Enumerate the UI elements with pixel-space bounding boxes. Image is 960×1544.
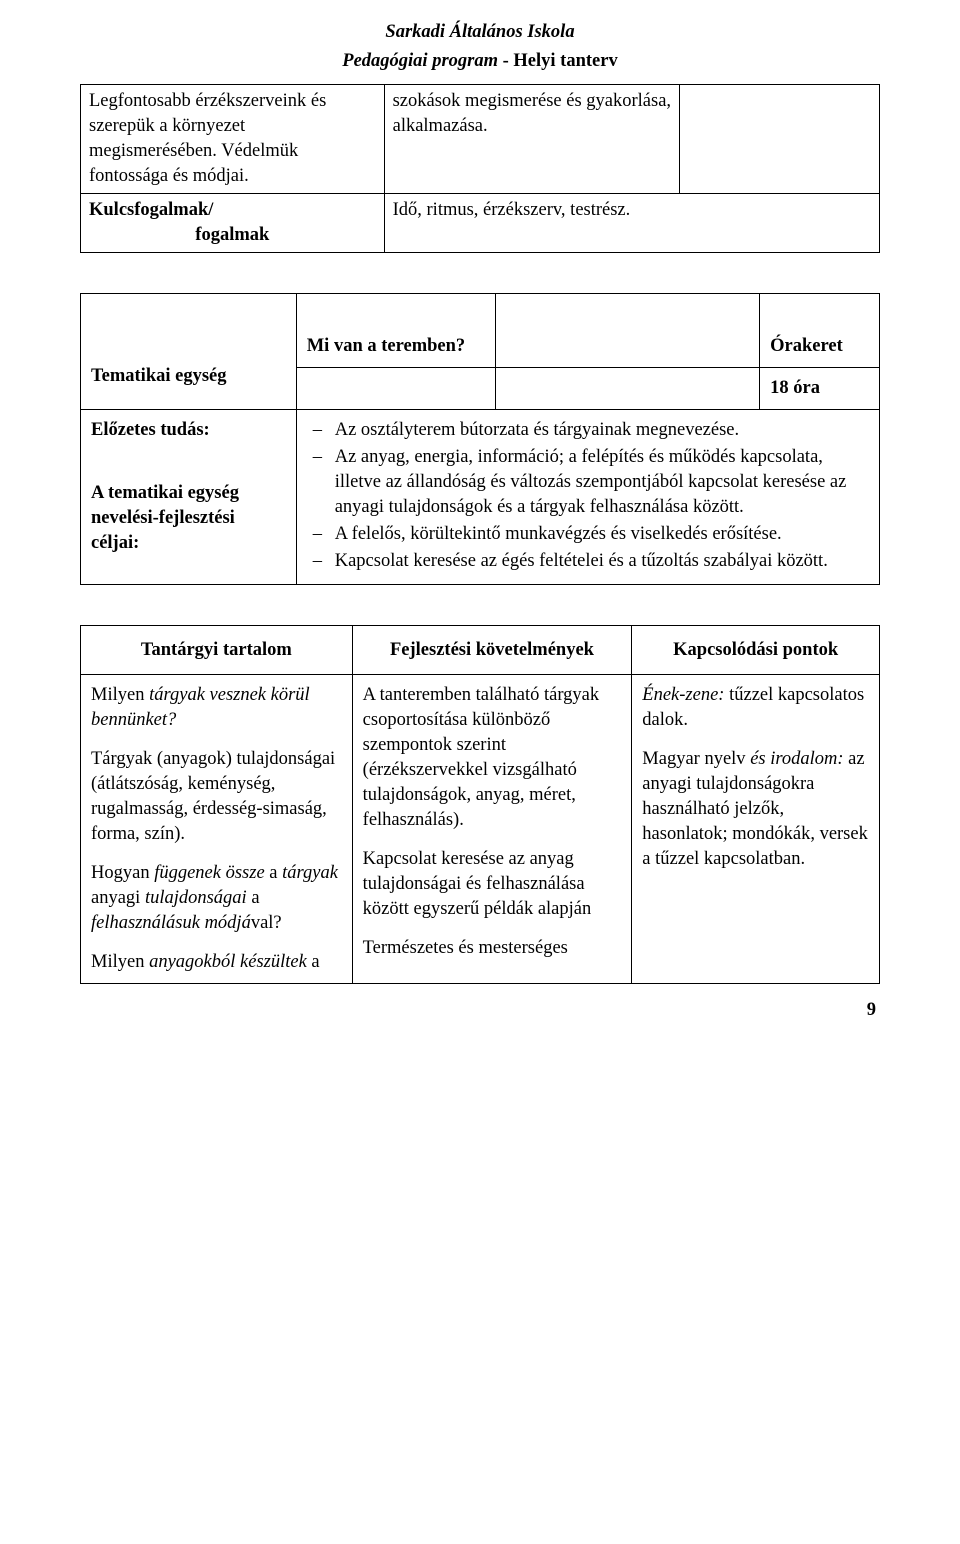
requirements-cell: A tanteremben található tárgyak csoporto… xyxy=(352,675,632,984)
page-number: 9 xyxy=(80,998,880,1023)
t: és irodalom: xyxy=(750,749,843,769)
content-p3: Hogyan függenek össze a tárgyak anyagi t… xyxy=(91,861,342,936)
req-p3: Természetes és mesterséges xyxy=(363,936,622,961)
t: Magyar nyelv xyxy=(642,749,750,769)
content-cell: Milyen tárgyak vesznek körül bennünket? … xyxy=(81,675,353,984)
table-row: Előzetes tudás: A tematikai egység nevel… xyxy=(81,409,880,584)
t: Hogyan xyxy=(91,863,154,883)
conn-p2: Magyar nyelv és irodalom: az anyagi tula… xyxy=(642,747,869,872)
t: val? xyxy=(251,913,282,933)
list-item: Az osztályterem bútorzata és tárgyainak … xyxy=(307,418,869,443)
t: felhasználásuk módjá xyxy=(91,913,251,933)
t: a xyxy=(247,888,260,908)
req-p1: A tanteremben található tárgyak csoporto… xyxy=(363,683,622,833)
goals-label-b: céljai: xyxy=(91,531,286,556)
content-p2: Tárgyak (anyagok) tulajdonságai (átlátsz… xyxy=(91,747,342,847)
cell-spacer2 xyxy=(296,367,496,409)
table-thematic-unit: Tematikai egység Mi van a teremben? Órak… xyxy=(80,293,880,585)
cell-key-concepts-value: Idő, ritmus, érzékszerv, testrész. xyxy=(384,193,879,252)
t: Ének-zene: xyxy=(642,685,724,705)
header-program-italic: Pedagógiai program xyxy=(342,51,498,71)
list-item: Kapcsolat keresése az égés feltételei és… xyxy=(307,549,869,574)
cell-key-concepts-label: Kulcsfogalmak/ fogalmak xyxy=(81,193,385,252)
conn-p1: Ének-zene: tűzzel kapcsolatos dalok. xyxy=(642,683,869,733)
list-item: A felelős, körültekintő munkavégzés és v… xyxy=(307,522,869,547)
key-concepts-a: Kulcsfogalmak/ xyxy=(89,198,376,223)
header-program-rest: - Helyi tanterv xyxy=(498,51,618,71)
orakeret-label: Órakeret xyxy=(760,293,880,367)
t: függenek össze xyxy=(154,863,264,883)
thematic-question: Mi van a teremben? xyxy=(296,293,496,367)
table-row: Tematikai egység Mi van a teremben? Órak… xyxy=(81,293,880,367)
connections-cell: Ének-zene: tűzzel kapcsolatos dalok. Mag… xyxy=(632,675,880,984)
t: anyagi xyxy=(91,888,145,908)
prior-knowledge-label: Előzetes tudás: xyxy=(91,418,286,443)
table-row: Kulcsfogalmak/ fogalmak Idő, ritmus, érz… xyxy=(81,193,880,252)
goals-label-a: A tematikai egység nevelési-fejlesztési xyxy=(91,481,286,531)
t: anyagokból készültek xyxy=(149,952,307,972)
cell-senses: Legfontosabb érzékszerveink és szerepük … xyxy=(81,84,385,193)
col-header-content: Tantárgyi tartalom xyxy=(81,625,353,675)
table-top: Legfontosabb érzékszerveink és szerepük … xyxy=(80,84,880,253)
thematic-unit-label: Tematikai egység xyxy=(81,293,297,409)
table-content: Tantárgyi tartalom Fejlesztési követelmé… xyxy=(80,625,880,985)
content-p1: Milyen tárgyak vesznek körül bennünket? xyxy=(91,683,342,733)
col-header-requirements: Fejlesztési követelmények xyxy=(352,625,632,675)
t: tulajdonságai xyxy=(145,888,247,908)
cell-spacer xyxy=(496,293,760,367)
table-row: Milyen tárgyak vesznek körül bennünket? … xyxy=(81,675,880,984)
cell-empty xyxy=(680,84,880,193)
goals-list: Az osztályterem bútorzata és tárgyainak … xyxy=(307,418,869,574)
table-header-row: Tantárgyi tartalom Fejlesztési követelmé… xyxy=(81,625,880,675)
t: Milyen xyxy=(91,952,149,972)
table-row: Legfontosabb érzékszerveink és szerepük … xyxy=(81,84,880,193)
page-header-subtitle: Pedagógiai program - Helyi tanterv xyxy=(80,49,880,74)
req-p2: Kapcsolat keresése az anyag tulajdonsága… xyxy=(363,847,622,922)
cell-spacer3 xyxy=(496,367,760,409)
t: a xyxy=(265,863,282,883)
bullets-cell: Az osztályterem bútorzata és tárgyainak … xyxy=(296,409,879,584)
col-header-connections: Kapcsolódási pontok xyxy=(632,625,880,675)
content-p4: Milyen anyagokból készültek a xyxy=(91,950,342,975)
page-header-school: Sarkadi Általános Iskola xyxy=(80,20,880,45)
t: Milyen xyxy=(91,685,149,705)
key-concepts-b: fogalmak xyxy=(89,223,376,248)
cell-habits: szokások megismerése és gyakorlása, alka… xyxy=(384,84,680,193)
hours-value: 18 óra xyxy=(760,367,880,409)
labels-cell: Előzetes tudás: A tematikai egység nevel… xyxy=(81,409,297,584)
list-item: Az anyag, energia, információ; a felépít… xyxy=(307,445,869,520)
t: tárgyak xyxy=(282,863,338,883)
t: a xyxy=(307,952,320,972)
